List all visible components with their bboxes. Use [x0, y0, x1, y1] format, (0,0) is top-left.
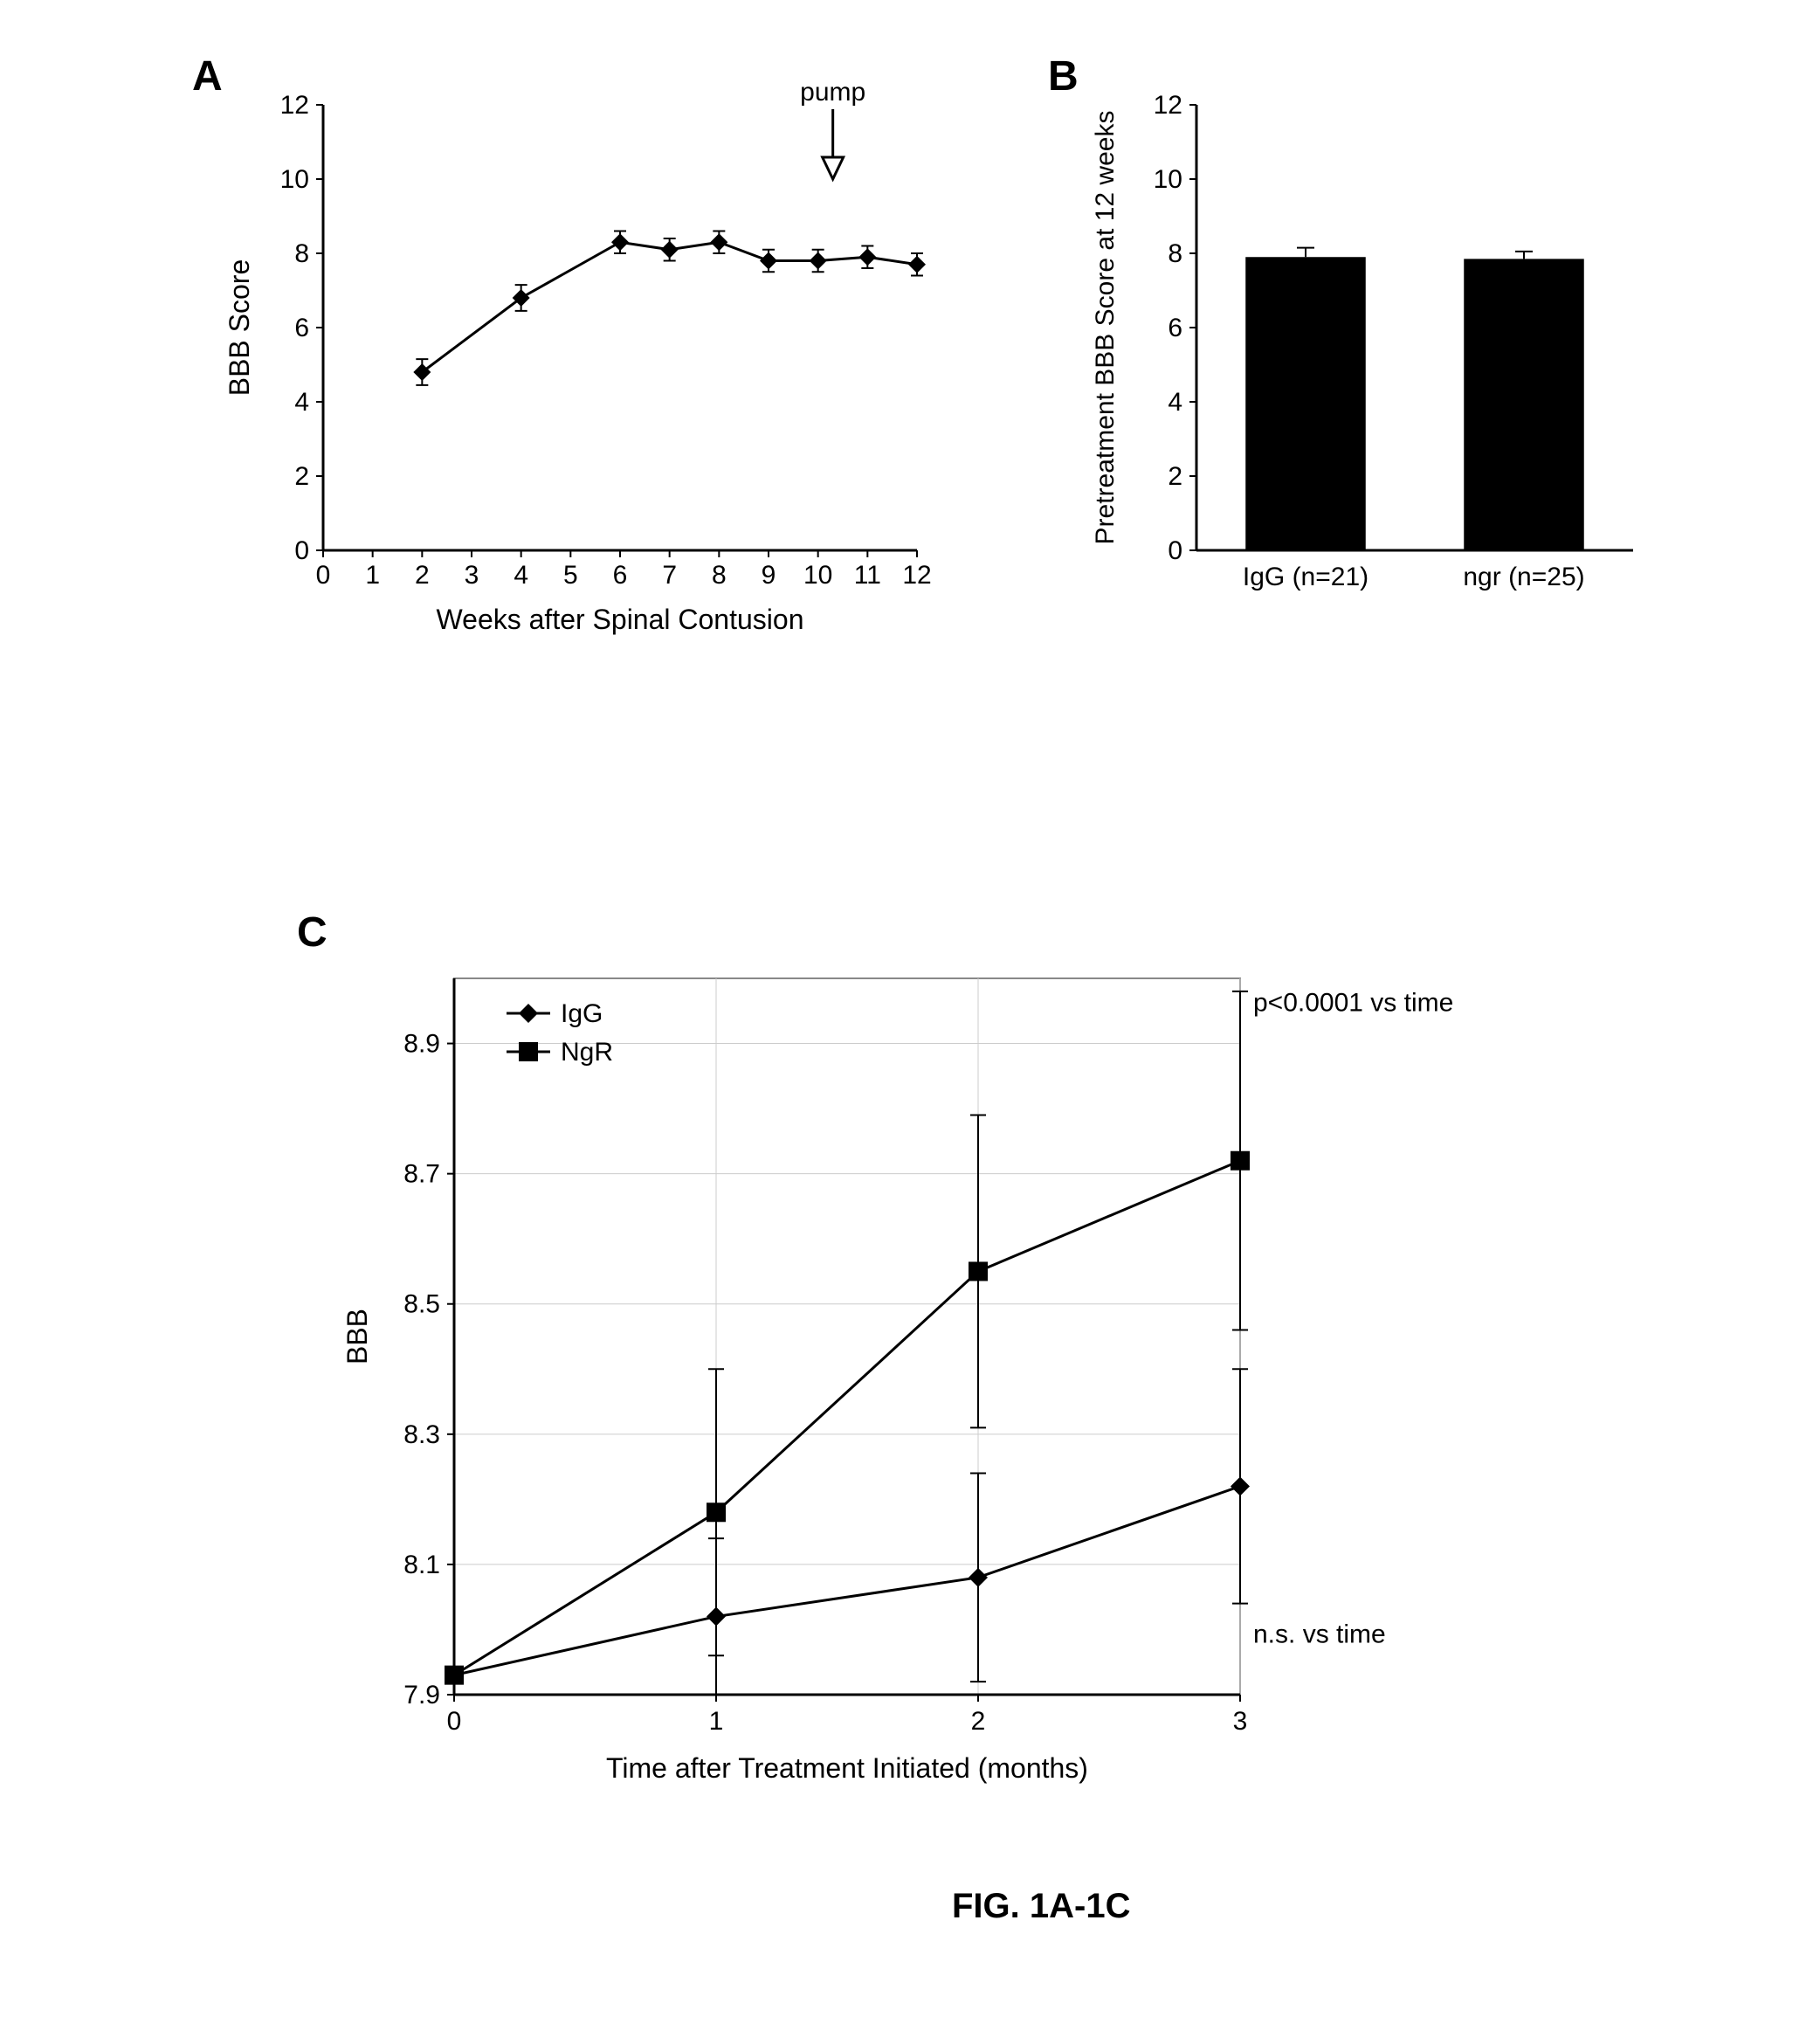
svg-text:11: 11	[854, 561, 881, 590]
svg-text:4: 4	[1168, 388, 1182, 417]
svg-text:8.3: 8.3	[403, 1420, 440, 1449]
panel-c-chart: 7.9 8.1 8.3 8.5 8.7 8.9 0 1 2 3 Time after Treatme…	[314, 926, 1493, 1843]
svg-text:12: 12	[902, 561, 931, 590]
svg-text:6: 6	[1168, 314, 1182, 342]
svg-text:10: 10	[1154, 165, 1182, 194]
svg-text:7.9: 7.9	[403, 1681, 440, 1710]
svg-text:2: 2	[1168, 462, 1182, 491]
svg-text:1: 1	[365, 561, 380, 590]
svg-text:IgG: IgG	[561, 999, 603, 1028]
panel-a-chart: 0246810120123456789101112Weeks after Spi…	[210, 70, 996, 681]
svg-text:3: 3	[465, 561, 479, 590]
svg-text:pump: pump	[800, 78, 865, 107]
svg-text:8.7: 8.7	[403, 1160, 440, 1189]
panel-b-label: B	[1048, 52, 1079, 100]
svg-text:8: 8	[294, 239, 309, 268]
svg-text:0: 0	[316, 561, 331, 590]
svg-text:3: 3	[1233, 1707, 1248, 1736]
svg-text:2: 2	[294, 462, 309, 491]
svg-text:6: 6	[613, 561, 628, 590]
svg-text:8: 8	[1168, 239, 1182, 268]
panel-b: B 024681012Pretreatment BBB Score at 12 …	[1065, 70, 1694, 681]
svg-text:NgR: NgR	[561, 1038, 613, 1067]
svg-text:12: 12	[280, 91, 309, 120]
svg-text:0: 0	[294, 536, 309, 565]
svg-text:8.5: 8.5	[403, 1290, 440, 1319]
svg-text:1: 1	[709, 1707, 724, 1736]
panel-a-label: A	[192, 52, 223, 100]
svg-text:9: 9	[762, 561, 776, 590]
svg-text:0: 0	[1168, 536, 1182, 565]
figure-caption: FIG. 1A-1C	[952, 1887, 1130, 1926]
svg-text:4: 4	[294, 388, 309, 417]
panel-c-label: C	[297, 908, 327, 957]
svg-text:10: 10	[803, 561, 832, 590]
svg-text:8.1: 8.1	[403, 1551, 440, 1579]
svg-text:n.s. vs time: n.s. vs time	[1253, 1620, 1386, 1648]
svg-text:2: 2	[971, 1707, 986, 1736]
svg-text:5: 5	[563, 561, 578, 590]
svg-text:8: 8	[712, 561, 727, 590]
svg-text:4: 4	[514, 561, 528, 590]
svg-text:Pretreatment BBB Score at 12 w: Pretreatment BBB Score at 12 weeks	[1091, 111, 1120, 545]
svg-text:8.9: 8.9	[403, 1030, 440, 1059]
panel-c: C 7.98.18.38.58.78.90123Time after Treat…	[314, 926, 1493, 1843]
svg-text:Time after Treatment Initiated: Time after Treatment Initiated (months)	[606, 1752, 1088, 1784]
svg-text:BBB Score: BBB Score	[224, 259, 255, 397]
svg-text:2: 2	[415, 561, 430, 590]
svg-text:10: 10	[280, 165, 309, 194]
svg-text:6: 6	[294, 314, 309, 342]
svg-text:IgG (n=21): IgG (n=21)	[1243, 563, 1368, 591]
panel-b-chart: 0 2 4 6 8 10 12 Pretreatment BBB Score at 12 we…	[1065, 70, 1694, 681]
svg-text:7: 7	[662, 561, 677, 590]
svg-text:BBB: BBB	[341, 1309, 373, 1364]
figure-container: A 0246810120123456789101112Weeks after S…	[35, 35, 1785, 1982]
svg-text:Weeks after Spinal Contusion: Weeks after Spinal Contusion	[437, 604, 804, 635]
panel-a: A 0246810120123456789101112Weeks after S…	[210, 70, 996, 681]
svg-text:ngr (n=25): ngr (n=25)	[1463, 563, 1584, 591]
svg-text:12: 12	[1154, 91, 1182, 120]
svg-text:0: 0	[447, 1707, 462, 1736]
svg-text:p<0.0001 vs time: p<0.0001 vs time	[1253, 988, 1453, 1017]
